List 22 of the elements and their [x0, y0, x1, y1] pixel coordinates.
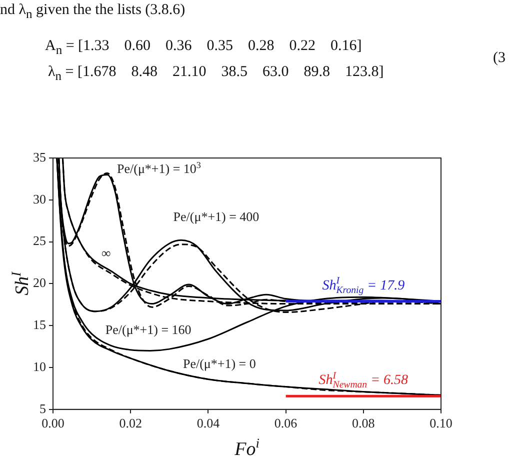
annotation: Pe/(μ*+1) = 160	[105, 322, 192, 337]
annotation: ∞	[102, 245, 111, 260]
text: (3	[493, 50, 506, 67]
x-tick-label: 0.10	[430, 416, 452, 431]
x-tick-label: 0.02	[119, 416, 142, 431]
y-tick-label: 25	[33, 233, 46, 248]
y-tick-label: 20	[33, 275, 46, 290]
y-tick-label: 15	[33, 317, 46, 332]
annotation: Pe/(μ*+1) = 0	[182, 356, 256, 371]
y-axis-title: ShI	[8, 271, 33, 296]
text: λ$_{n}$ = [1.678 8.48 21.10 38.5 63.0 89.8 123.8]	[48, 64, 384, 84]
text: nd λ$_{n}$ given the the lists (3.8.6)	[0, 2, 186, 22]
y-tick-label: 30	[33, 191, 46, 206]
x-tick-label: 0.06	[274, 416, 298, 431]
y-tick-label: 10	[33, 358, 46, 374]
x-tick-label: 0.04	[196, 416, 220, 431]
annotation: Pe/(μ*+1) = 400	[173, 208, 260, 224]
y-tick-label: 35	[33, 149, 46, 164]
x-tick-label: 0.00	[42, 416, 64, 431]
y-tick-label: 5	[40, 400, 46, 416]
text: A$_{n}$ = [1.33 0.60 0.36 0.35 0.28 0.22 0.16]	[45, 38, 362, 58]
x-tick-label: 0.08	[352, 416, 375, 431]
